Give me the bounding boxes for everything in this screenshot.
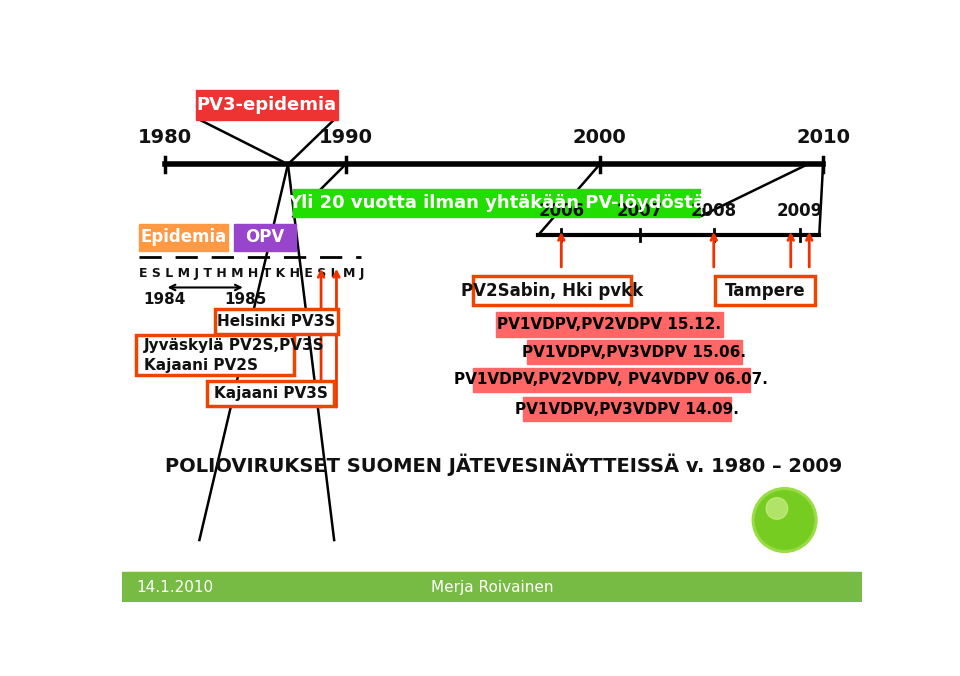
Text: Helsinki PV3S: Helsinki PV3S [217,314,336,329]
Text: 2008: 2008 [690,201,737,220]
Text: OPV: OPV [245,228,284,246]
FancyBboxPatch shape [715,276,815,305]
Circle shape [753,487,817,552]
Text: 1980: 1980 [137,128,192,147]
Bar [523,397,731,421]
Text: Epidemia: Epidemia [140,228,227,246]
Text: PV1VDPV,PV2VDPV, PV4VDPV 06.07.: PV1VDPV,PV2VDPV, PV4VDPV 06.07. [454,372,768,387]
Text: 1985: 1985 [225,292,267,308]
Text: 2007: 2007 [616,201,663,220]
Bar [294,189,700,216]
Text: Merja Roivainen: Merja Roivainen [431,579,553,594]
Text: Kajaani PV3S: Kajaani PV3S [214,386,327,402]
Bar [527,340,742,364]
Text: PV1VDPV,PV3VDPV 15.06.: PV1VDPV,PV3VDPV 15.06. [522,345,747,360]
FancyBboxPatch shape [136,335,294,375]
Text: 2000: 2000 [573,128,627,147]
FancyBboxPatch shape [215,309,338,334]
Text: 1984: 1984 [144,292,186,308]
Text: PV1VDPV,PV2VDPV 15.12.: PV1VDPV,PV2VDPV 15.12. [497,317,721,332]
Text: Tampere: Tampere [725,282,805,299]
Text: PV3-epidemia: PV3-epidemia [197,96,337,114]
Bar [472,368,750,392]
Circle shape [766,498,787,519]
FancyBboxPatch shape [207,381,334,406]
Text: PV1VDPV,PV3VDPV 14.09.: PV1VDPV,PV3VDPV 14.09. [515,402,738,416]
Bar [139,224,228,251]
Bar [234,224,296,251]
Text: 1990: 1990 [319,128,372,147]
Bar [123,573,861,602]
Text: Jyväskylä PV2S,PV3S
Kajaani PV2S: Jyväskylä PV2S,PV3S Kajaani PV2S [144,338,324,372]
Text: 2009: 2009 [777,201,823,220]
Text: 2006: 2006 [539,201,585,220]
Circle shape [756,491,814,550]
Text: PV2Sabin, Hki pvkk: PV2Sabin, Hki pvkk [461,282,643,299]
Text: POLIOVIRUKSET SUOMEN JÄTEVESINÄYTTEISSÄ v. 1980 – 2009: POLIOVIRUKSET SUOMEN JÄTEVESINÄYTTEISSÄ … [165,454,842,476]
Text: Yli 20 vuotta ilman yhtäkään PV-löydöstä: Yli 20 vuotta ilman yhtäkään PV-löydöstä [288,194,705,212]
Bar [196,91,338,120]
FancyBboxPatch shape [472,276,631,305]
Text: E S L M J T H M H T K H E S L M J: E S L M J T H M H T K H E S L M J [139,267,365,280]
Text: 2010: 2010 [796,128,851,147]
Text: 14.1.2010: 14.1.2010 [136,579,213,594]
Bar [496,312,723,337]
